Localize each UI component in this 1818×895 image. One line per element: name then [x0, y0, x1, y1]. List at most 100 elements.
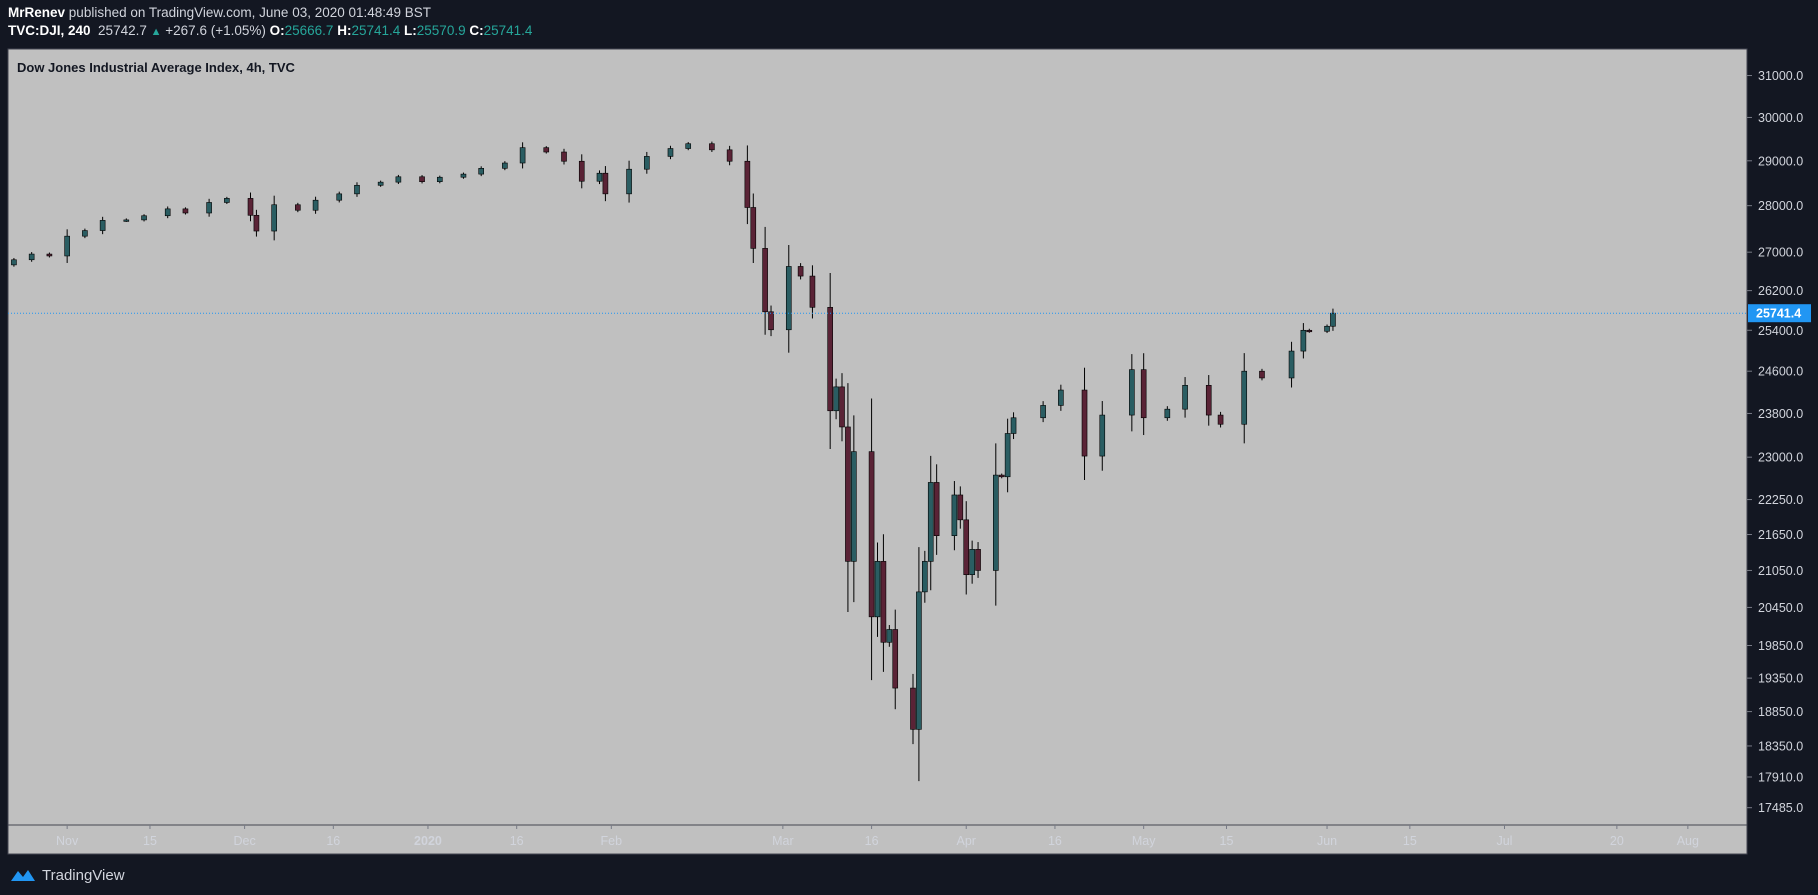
candle	[82, 230, 88, 237]
candle	[1081, 389, 1088, 457]
y-tick-label: 28000.0	[1758, 199, 1803, 213]
candle	[1004, 433, 1011, 478]
published-text: published on TradingView.com, June 03, 2…	[68, 5, 432, 20]
candle	[833, 386, 839, 412]
candle	[916, 591, 922, 730]
candle	[963, 519, 970, 576]
candle	[1040, 405, 1046, 419]
candle	[1140, 369, 1147, 419]
candle	[957, 494, 964, 521]
candle	[164, 208, 171, 217]
candle	[626, 168, 632, 195]
x-tick-label: Dec	[233, 834, 255, 848]
candles-layer	[11, 141, 1336, 782]
y-tick-label: 29000.0	[1758, 154, 1803, 168]
y-tick-label: 17910.0	[1758, 770, 1803, 784]
candle	[519, 147, 526, 164]
x-tick-label: Apr	[956, 834, 975, 848]
candle	[64, 235, 70, 257]
footer-brand[interactable]: TradingView	[10, 864, 125, 886]
last-price: 25742.7	[98, 23, 147, 38]
candle	[744, 160, 751, 208]
candle	[11, 259, 17, 266]
candle	[224, 198, 230, 203]
candle	[951, 494, 958, 536]
y-tick-label: 18850.0	[1758, 705, 1803, 719]
open-value: 25666.7	[284, 23, 334, 38]
candle	[1288, 350, 1295, 379]
up-triangle-icon: ▲	[150, 26, 162, 38]
candle	[768, 311, 774, 331]
x-tick-label: 16	[510, 834, 524, 848]
candle	[726, 149, 733, 162]
plot-background[interactable]	[8, 49, 1747, 854]
candle	[1259, 370, 1265, 379]
candle	[46, 253, 53, 257]
candle	[295, 204, 301, 211]
candle	[312, 199, 319, 211]
low-value: 25570.9	[416, 23, 466, 38]
price-change: +267.6 (+1.05%)	[165, 23, 266, 38]
x-tick-label: 15	[1220, 834, 1234, 848]
y-tick-label: 19350.0	[1758, 672, 1803, 686]
candle	[182, 208, 189, 214]
candle	[933, 482, 940, 536]
x-tick-label: 20	[1610, 834, 1624, 848]
candle	[1330, 312, 1336, 327]
x-tick-label: Jul	[1496, 834, 1512, 848]
candle	[1300, 329, 1307, 352]
y-tick-label: 19850.0	[1758, 639, 1803, 653]
candle	[1205, 385, 1212, 416]
candle	[797, 266, 804, 277]
candle	[561, 151, 567, 162]
high-label: H:	[337, 23, 352, 38]
candle	[969, 549, 975, 576]
candle	[975, 549, 981, 571]
candle	[253, 214, 260, 232]
candle	[123, 219, 130, 222]
candle	[336, 193, 343, 201]
candle	[354, 184, 360, 195]
y-tick-label: 30000.0	[1758, 111, 1803, 125]
time-axis[interactable]: Nov 15 Dec 16 2020 16 Feb Mar 16 Apr 16 May 15 Jun 15 J…	[56, 825, 1699, 848]
y-tick-label: 23800.0	[1758, 407, 1803, 421]
candle	[602, 172, 609, 195]
y-tick-label: 20450.0	[1758, 601, 1803, 615]
brand-label: TradingView	[42, 866, 125, 884]
candle	[750, 207, 757, 249]
x-tick-label: Feb	[601, 834, 623, 848]
candle	[478, 168, 484, 175]
y-tick-label: 21650.0	[1758, 528, 1803, 542]
candle	[1324, 325, 1330, 332]
candle	[874, 561, 881, 618]
candle	[998, 474, 1005, 478]
candle	[892, 629, 899, 689]
y-tick-label: 23000.0	[1758, 451, 1803, 465]
candle	[247, 198, 254, 216]
candle	[460, 173, 467, 178]
x-tick-label: Jun	[1317, 834, 1337, 848]
y-tick-label: 21050.0	[1758, 564, 1803, 578]
candle	[206, 202, 212, 214]
price-axis[interactable]: 31000.0 30000.0 29000.0 28000.0 27000.0 26200…	[1747, 69, 1803, 815]
candle	[1241, 370, 1248, 425]
y-tick-label: 26200.0	[1758, 284, 1803, 298]
candle	[1217, 414, 1224, 425]
candle	[141, 215, 147, 221]
candle	[922, 561, 928, 593]
candle	[851, 451, 857, 562]
candle	[596, 172, 603, 182]
candle	[709, 143, 715, 151]
x-tick-label: 15	[143, 834, 157, 848]
candle	[436, 176, 443, 182]
candle	[1099, 414, 1106, 457]
open-label: O:	[269, 23, 285, 38]
y-tick-label: 18350.0	[1758, 739, 1803, 753]
last-price-label: 25741.4	[1756, 307, 1801, 321]
candle	[377, 181, 384, 186]
x-tick-label: May	[1132, 834, 1156, 848]
author-name[interactable]: MrRenev	[8, 5, 66, 20]
candle	[845, 426, 851, 562]
candle	[809, 275, 816, 308]
